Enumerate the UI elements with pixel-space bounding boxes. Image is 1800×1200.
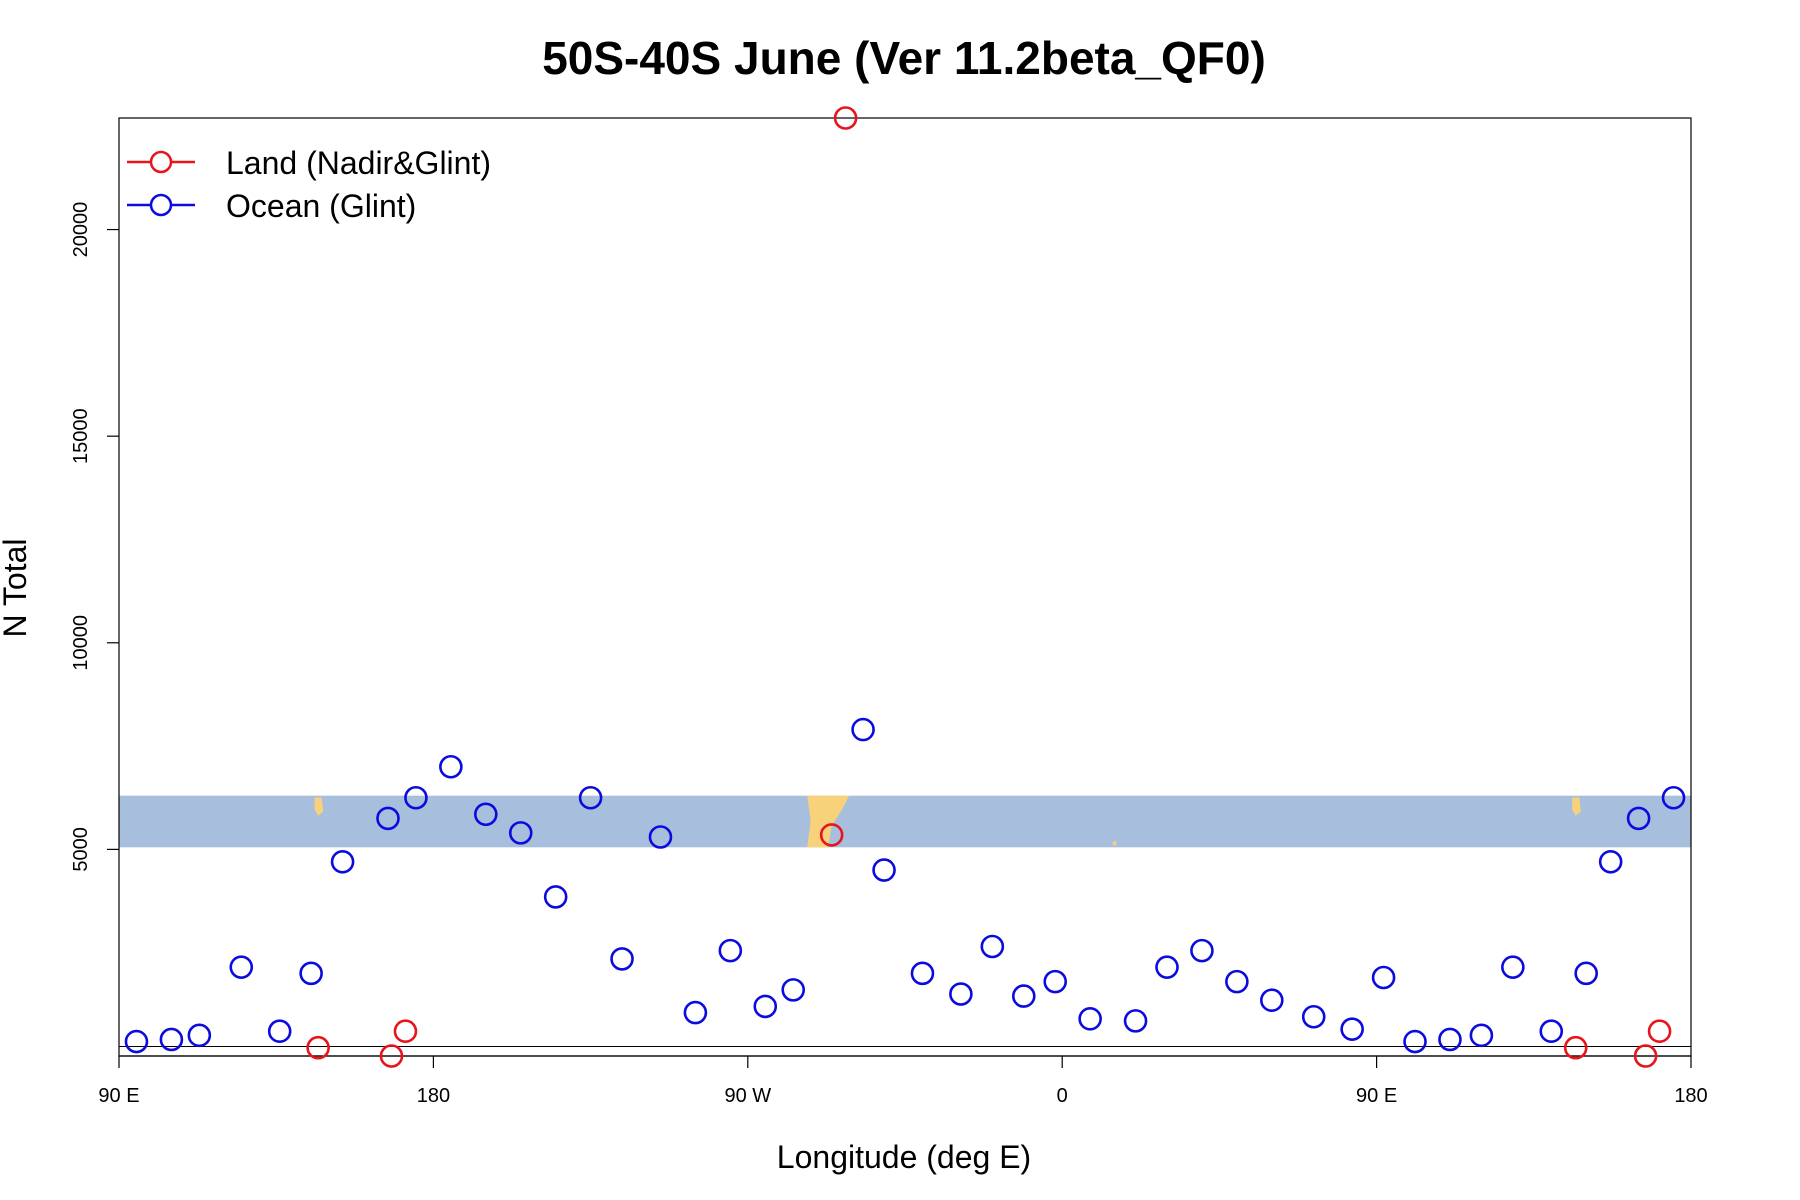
x-tick-label: 90 E: [1356, 1085, 1397, 1107]
data-point-ocean: [683, 1000, 708, 1025]
data-point-ocean: [718, 938, 743, 963]
data-point-ocean: [1371, 965, 1396, 990]
data-point-ocean: [980, 934, 1005, 959]
data-point-ocean: [229, 955, 254, 979]
y-tick-label: 20000: [70, 202, 92, 258]
data-point-land: [1563, 1035, 1588, 1060]
data-points: [124, 106, 1686, 1068]
data-point-ocean: [648, 825, 673, 849]
x-tick-label: 180: [1674, 1085, 1707, 1107]
y-axis-ticks: 5000 10000 15000 20000: [70, 202, 119, 872]
latitude-band: [119, 795, 1691, 848]
legend-label-land: Land (Nadir&Glint): [226, 145, 491, 181]
data-point-ocean: [1574, 961, 1598, 986]
data-point-ocean: [1078, 1007, 1102, 1031]
land-patch-new-zealand: [1572, 797, 1581, 816]
data-point-ocean: [1501, 955, 1525, 979]
legend-label-ocean: Ocean (Glint): [226, 188, 416, 224]
data-point-land: [819, 823, 844, 847]
data-point-ocean: [159, 1027, 184, 1052]
legend-marker-land: [149, 150, 173, 174]
data-point-ocean: [872, 858, 896, 882]
land-patch-new-zealand: [314, 797, 324, 816]
data-point-ocean: [543, 885, 568, 909]
legend-item-land: Land (Nadir&Glint): [127, 145, 491, 181]
x-tick-label: 90 W: [724, 1085, 771, 1107]
data-point-land: [306, 1035, 330, 1060]
data-point-ocean: [578, 785, 603, 810]
land-patch-south-america: [807, 795, 850, 848]
data-point-ocean: [1598, 849, 1623, 874]
data-point-ocean: [851, 717, 875, 742]
data-point-ocean: [1539, 1019, 1564, 1044]
data-point-ocean: [404, 785, 428, 810]
x-tick-label: 0: [1057, 1085, 1068, 1107]
chart-title: 50S-40S June (Ver 11.2beta_QF0): [542, 32, 1266, 84]
data-point-ocean: [781, 978, 806, 1002]
data-point-land: [379, 1044, 404, 1068]
data-point-ocean: [330, 849, 355, 874]
band-fill: [119, 795, 1691, 848]
land-patch-island: [1112, 841, 1117, 846]
data-point-ocean: [753, 994, 778, 1019]
data-point-ocean: [299, 961, 323, 986]
y-axis-label: N Total: [0, 538, 33, 637]
y-tick-label: 15000: [70, 408, 92, 464]
data-point-land: [833, 106, 858, 130]
y-tick-label: 5000: [70, 827, 92, 872]
data-point-ocean: [1225, 969, 1249, 994]
data-point-ocean: [1626, 806, 1651, 831]
data-point-ocean: [1403, 1029, 1427, 1054]
x-tick-label: 90 E: [98, 1085, 139, 1107]
data-point-ocean: [610, 947, 634, 971]
x-axis-label: Longitude (deg E): [777, 1139, 1031, 1175]
data-point-ocean: [949, 982, 973, 1006]
data-point-ocean: [1260, 988, 1284, 1013]
data-point-ocean: [1301, 1004, 1326, 1029]
data-point-ocean: [1011, 984, 1036, 1008]
y-tick-label: 10000: [70, 615, 92, 671]
data-point-ocean: [124, 1029, 149, 1054]
data-point-ocean: [376, 806, 400, 831]
legend: Land (Nadir&Glint) Ocean (Glint): [127, 145, 491, 224]
data-point-land: [393, 1019, 418, 1044]
data-point-ocean: [1155, 955, 1179, 979]
data-point-ocean: [1438, 1027, 1462, 1052]
plot-area-frame: [118, 117, 1692, 1057]
data-point-ocean: [1340, 1017, 1364, 1041]
data-point-ocean: [1469, 1023, 1494, 1048]
data-point-ocean: [1123, 1009, 1148, 1033]
data-point-ocean: [508, 821, 533, 845]
data-point-ocean: [1043, 969, 1068, 994]
data-point-ocean: [187, 1023, 212, 1048]
data-point-ocean: [473, 802, 498, 827]
data-point-ocean: [910, 961, 935, 986]
data-point-ocean: [267, 1019, 292, 1044]
data-point-ocean: [1190, 938, 1214, 963]
x-tick-label: 180: [417, 1085, 450, 1107]
legend-item-ocean: Ocean (Glint): [127, 188, 416, 224]
legend-marker-ocean: [149, 193, 173, 217]
data-point-land: [1647, 1019, 1672, 1044]
x-axis-ticks: 90 E 180 90 W 0 90 E 180: [98, 1056, 1708, 1107]
data-point-land: [1633, 1044, 1658, 1068]
data-point-ocean: [1661, 785, 1686, 810]
data-point-ocean: [439, 754, 463, 779]
